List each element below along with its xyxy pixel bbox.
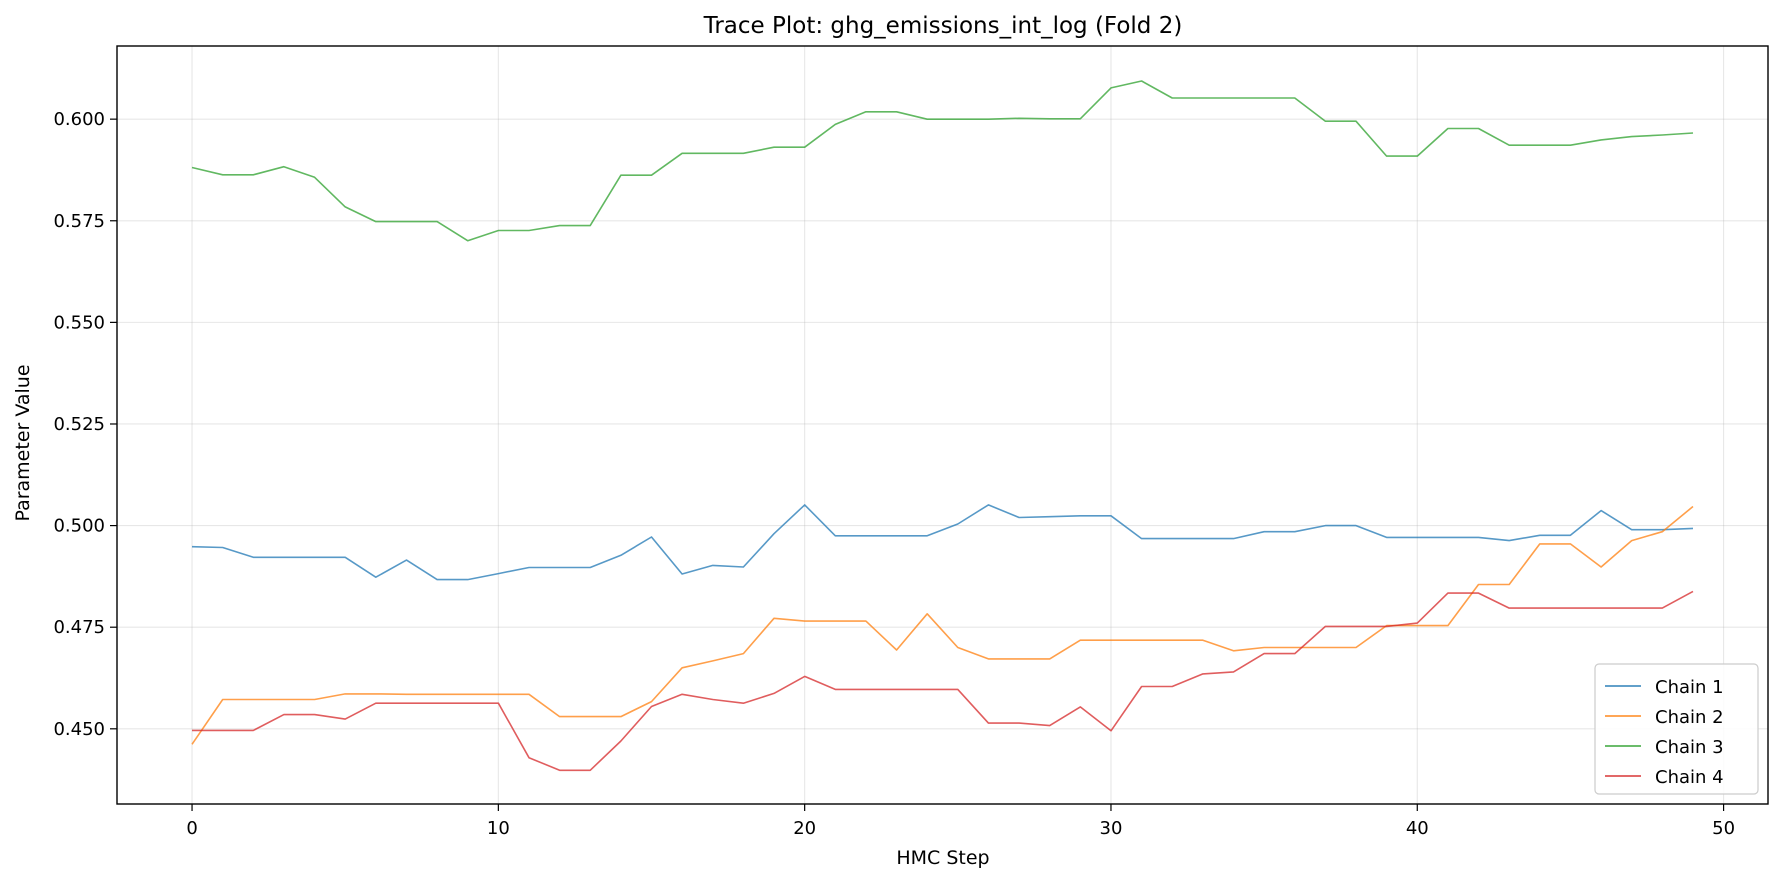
series-line-chain-4 — [192, 590, 1694, 772]
y-tick-label: 0.525 — [53, 414, 105, 435]
series-lines — [191, 80, 1694, 772]
y-axis-label: Parameter Value — [12, 364, 34, 521]
plot-frame — [116, 45, 1769, 805]
x-tick-label: 0 — [186, 818, 197, 839]
series-line-chain-2 — [191, 505, 1694, 745]
legend: Chain 1 Chain 2 Chain 3 Chain 4 — [1594, 663, 1759, 795]
x-tick-label: 40 — [1406, 818, 1429, 839]
x-tick-label: 50 — [1712, 818, 1735, 839]
x-tick-label: 20 — [793, 818, 816, 839]
y-tick-label: 0.550 — [53, 312, 105, 333]
y-tick-label: 0.475 — [53, 617, 105, 638]
legend-label: Chain 4 — [1655, 767, 1724, 788]
chart-title: Trace Plot: ghg_emissions_int_log (Fold … — [703, 13, 1183, 39]
x-tick-label: 10 — [487, 818, 510, 839]
series-line-chain-3 — [191, 80, 1694, 242]
series-line-chain-1 — [191, 504, 1694, 581]
legend-label: Chain 3 — [1655, 737, 1724, 758]
legend-box — [1594, 663, 1759, 795]
y-tick-label: 0.600 — [53, 109, 105, 130]
y-tick-label: 0.450 — [53, 719, 105, 740]
x-tick-label: 30 — [1100, 818, 1123, 839]
y-tick-label: 0.500 — [53, 516, 105, 537]
legend-label: Chain 1 — [1655, 677, 1724, 698]
axis-ticks: 0 10 20 30 40 50 0.450 0.475 0.500 0.525 0.550 0.57… — [53, 109, 1735, 839]
y-tick-label: 0.575 — [53, 211, 105, 232]
x-axis-label: HMC Step — [896, 847, 989, 869]
legend-label: Chain 2 — [1655, 707, 1724, 728]
